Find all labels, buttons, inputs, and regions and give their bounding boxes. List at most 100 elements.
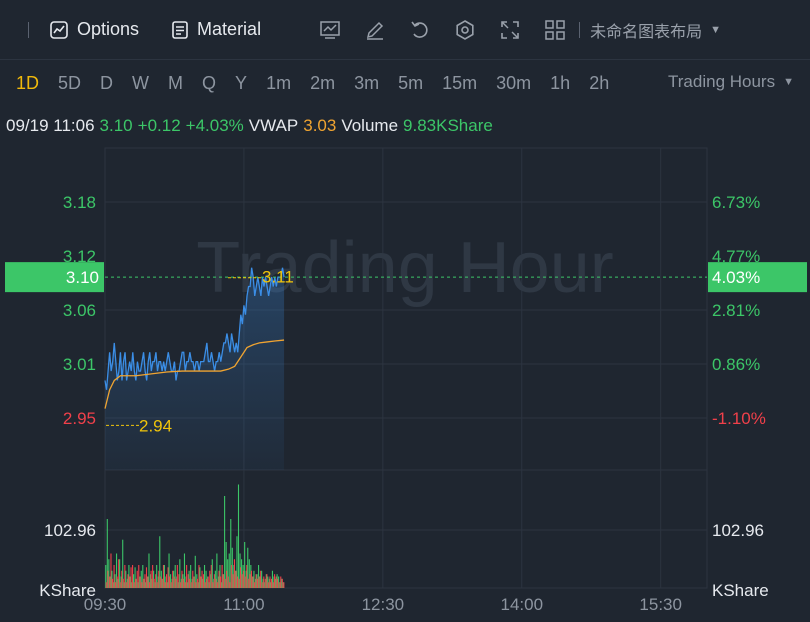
- volume-bar-up: [210, 574, 212, 588]
- volume-bar-up: [256, 574, 258, 588]
- period-5d[interactable]: 5D: [58, 72, 82, 93]
- volume-bar-down: [267, 582, 269, 588]
- volume-bar-down: [207, 576, 209, 588]
- period-1h[interactable]: 1h: [550, 72, 571, 93]
- volume-bar-up: [261, 570, 263, 588]
- volume-bar-up: [233, 565, 235, 588]
- vwap-value: 3.03: [303, 116, 337, 135]
- undo-button[interactable]: [397, 15, 442, 45]
- period-y[interactable]: Y: [235, 72, 248, 93]
- volume-bar-down: [175, 578, 177, 588]
- volume-bar-down: [253, 582, 256, 588]
- volume-bar-down: [127, 574, 129, 588]
- volume-bar-up: [106, 519, 108, 588]
- settings-button[interactable]: [442, 15, 487, 45]
- high-marker-label: 3.11: [262, 268, 294, 287]
- volume-bar-up: [242, 565, 244, 588]
- period-5m[interactable]: 5m: [398, 72, 424, 93]
- period-30m[interactable]: 30m: [496, 72, 532, 93]
- volume-bar-up: [258, 565, 260, 588]
- volume-bar-up: [268, 578, 270, 588]
- volume-bar-down: [121, 570, 123, 588]
- volume-bar-down: [190, 582, 192, 588]
- volume-bar-down: [269, 576, 271, 588]
- volume-bar-down: [169, 576, 171, 588]
- fullscreen-button[interactable]: [487, 15, 532, 45]
- volume-bar-up: [276, 574, 278, 588]
- chevron-down-icon: ▼: [710, 23, 721, 36]
- volume-bar-up: [219, 565, 221, 588]
- volume-bar-down: [250, 570, 252, 588]
- volume-bar-up: [112, 582, 115, 588]
- period-d[interactable]: D: [100, 72, 114, 93]
- intraday-chart[interactable]: Trading Hour3.183.123.063.012.956.73%4.7…: [0, 140, 810, 622]
- options-label: Options: [77, 19, 140, 39]
- volume-bar-down: [198, 565, 200, 588]
- period-2h[interactable]: 2h: [589, 72, 610, 93]
- volume-bar-up: [220, 582, 223, 588]
- volume-bar-down: [212, 582, 214, 588]
- volume-bar-up: [191, 578, 193, 588]
- volume-bar-down: [162, 565, 165, 588]
- period-m[interactable]: M: [168, 72, 184, 93]
- volume-unit-left: KShare: [39, 581, 96, 600]
- volume-bar-down: [229, 582, 231, 588]
- volume-bar-down: [240, 567, 242, 588]
- volume-bar-up: [128, 565, 130, 588]
- indicator-button[interactable]: [307, 15, 352, 45]
- volume-bar-down: [220, 576, 222, 588]
- x-tick-label: 14:00: [500, 595, 543, 614]
- volume-bar-down: [110, 553, 112, 588]
- volume-bar-down: [138, 565, 140, 588]
- volume-bar-up: [116, 553, 118, 588]
- volume-bar-up: [162, 578, 164, 588]
- options-button[interactable]: Options: [49, 19, 139, 40]
- volume-bar-down: [152, 565, 154, 588]
- volume-bar-up: [132, 574, 135, 588]
- volume-bar-up: [120, 576, 122, 588]
- layout-grid-button[interactable]: [532, 15, 577, 45]
- volume-bar-down: [167, 567, 169, 588]
- toolbar-icon-group: [307, 15, 577, 45]
- material-button[interactable]: Material: [171, 19, 261, 40]
- volume-bar-up: [123, 582, 125, 588]
- volume-bar-down: [136, 570, 138, 588]
- volume-bar-up: [248, 559, 250, 588]
- period-w[interactable]: W: [132, 72, 150, 93]
- layout-selector[interactable]: 未命名图表布局 ▼: [590, 18, 721, 42]
- period-3m[interactable]: 3m: [354, 72, 380, 93]
- y-tick-left: 3.06: [63, 301, 96, 320]
- volume-bar-down: [275, 576, 277, 588]
- volume-bar-up: [205, 570, 207, 588]
- period-1m[interactable]: 1m: [266, 72, 292, 93]
- volume-bar-down: [176, 565, 178, 588]
- volume-bar-down: [170, 582, 172, 588]
- volume-bar-up: [173, 570, 175, 588]
- volume-bar-down: [196, 578, 198, 588]
- toolbar: Options Material 未命名图表布局 ▼: [0, 0, 810, 60]
- period-15m[interactable]: 15m: [442, 72, 478, 93]
- volume-bar-down: [227, 576, 229, 588]
- volume-bar-down: [270, 578, 273, 588]
- volume-bar-down: [201, 570, 203, 588]
- volume-bar-up: [251, 576, 253, 588]
- volume-bar-down: [184, 582, 186, 588]
- current-pct-label: 4.03%: [712, 268, 760, 287]
- volume-bar-up: [267, 576, 269, 588]
- volume-bar-down: [247, 578, 249, 588]
- volume-bar-down: [249, 574, 251, 588]
- volume-bar-up: [190, 565, 192, 588]
- volume-bar-up: [271, 570, 274, 588]
- period-1d[interactable]: 1D: [16, 72, 40, 93]
- trading-hours-selector[interactable]: Trading Hours ▼: [668, 72, 794, 92]
- period-2m[interactable]: 2m: [310, 72, 336, 93]
- volume-bar-up: [214, 570, 216, 588]
- draw-button[interactable]: [352, 15, 397, 45]
- price-area: [105, 267, 285, 470]
- volume-bar-up: [108, 559, 110, 588]
- volume-bar-down: [111, 578, 114, 588]
- period-q[interactable]: Q: [202, 72, 217, 93]
- volume-bar-up: [160, 570, 162, 588]
- volume-bar-down: [193, 576, 195, 588]
- chevron-down-icon: ▼: [783, 76, 794, 88]
